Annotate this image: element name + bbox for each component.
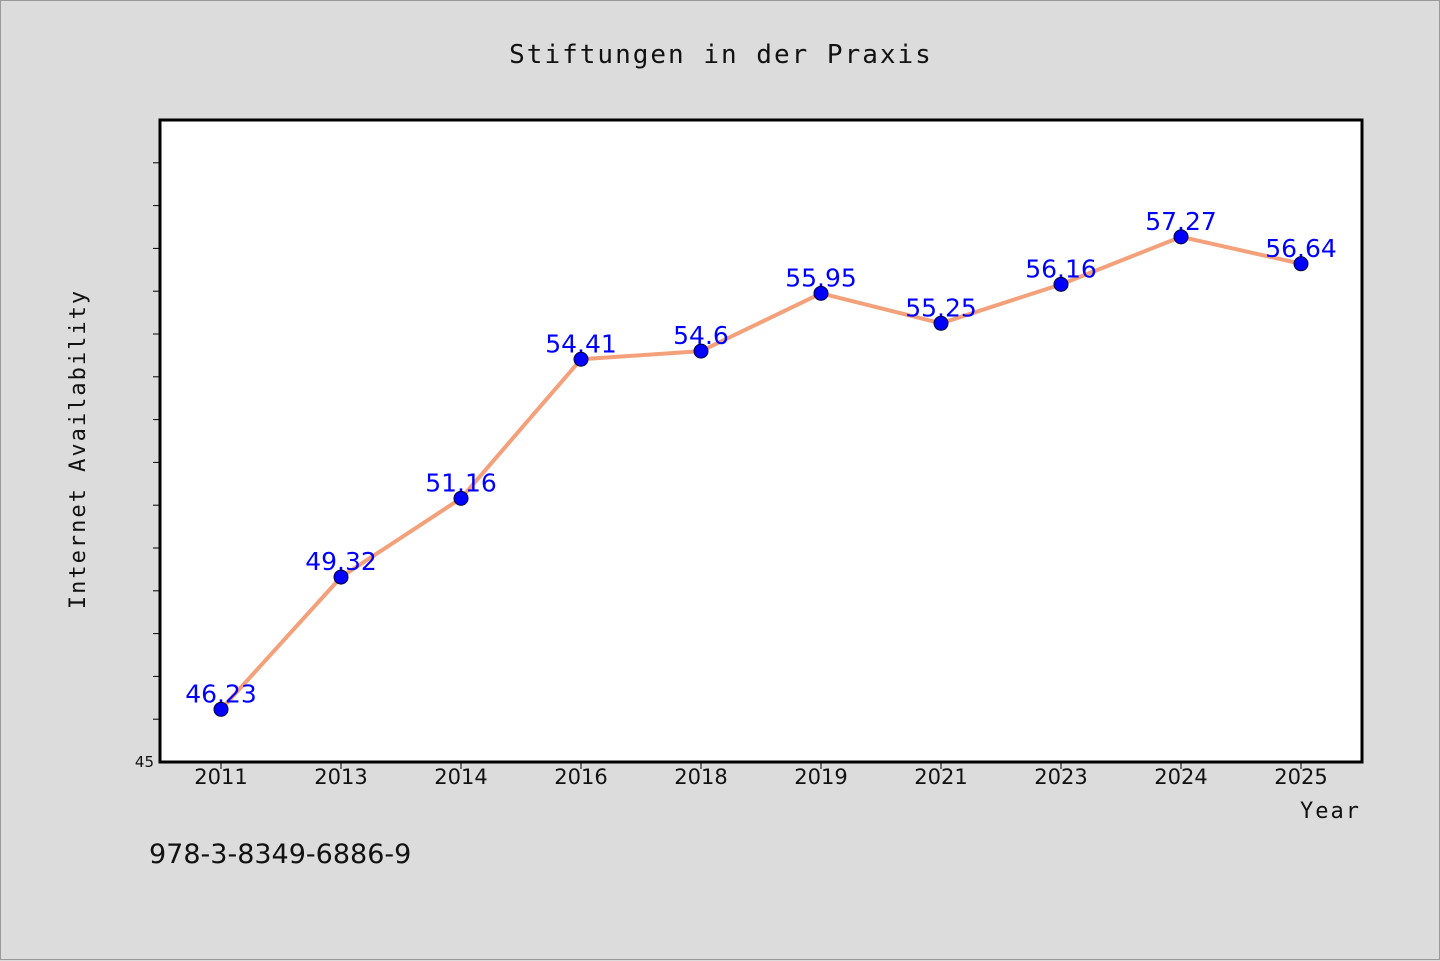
x-tick-label: 2013 (314, 765, 367, 789)
y-tick-label-min: 45 (135, 753, 154, 771)
y-axis-ticks (153, 162, 160, 720)
x-axis-label: Year (1300, 799, 1361, 824)
x-axis: 2011 2013 2014 2016 2018 2019 2021 2023 2024 2025 (194, 762, 1328, 789)
data-point-marker (213, 701, 229, 717)
data-point-marker (573, 351, 589, 367)
x-tick-label: 2019 (794, 765, 847, 789)
series-line (219, 234, 1302, 711)
data-point-marker (813, 285, 829, 301)
x-tick-label: 2021 (914, 765, 967, 789)
data-point-marker (1293, 256, 1309, 272)
x-tick-label: 2023 (1034, 765, 1087, 789)
data-point-marker (693, 343, 709, 359)
data-point-marker (933, 315, 949, 331)
data-point-marker (453, 490, 469, 506)
data-point-marker (1053, 276, 1069, 292)
data-point-marker (1173, 229, 1189, 245)
x-tick-label: 2025 (1274, 765, 1327, 789)
y-axis-label: Internet Availability (66, 289, 91, 609)
isbn-text: 978-3-8349-6886-9 (149, 839, 411, 870)
data-point-marker (333, 569, 349, 585)
x-tick-label: 2014 (434, 765, 487, 789)
x-tick-label: 2016 (554, 765, 607, 789)
x-tick-label: 2018 (674, 765, 727, 789)
plot-area (158, 118, 1364, 764)
chart-title: Stiftungen in der Praxis (509, 40, 933, 70)
x-tick-label: 2011 (194, 765, 247, 789)
x-tick-label: 2024 (1154, 765, 1207, 789)
